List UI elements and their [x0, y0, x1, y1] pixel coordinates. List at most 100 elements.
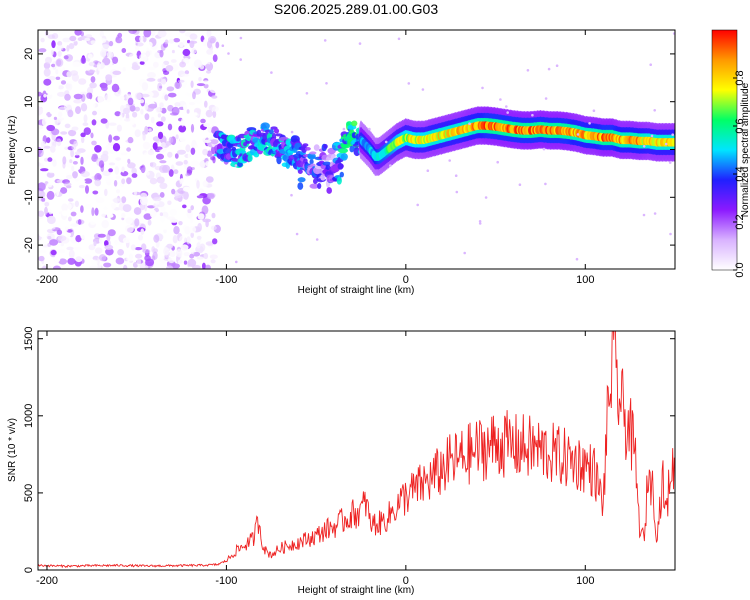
noise-blob	[555, 64, 559, 67]
noise-blob	[131, 64, 141, 71]
noise-blob	[62, 37, 71, 43]
noise-blob	[145, 258, 155, 267]
noise-blob	[113, 135, 120, 141]
noise-blob	[65, 83, 71, 89]
noise-blob	[468, 122, 471, 125]
noise-blob	[80, 171, 90, 178]
noise-blob	[55, 69, 59, 75]
noise-blob	[190, 205, 194, 211]
y-tick-label: 0	[23, 567, 35, 573]
noise-blob	[397, 37, 401, 41]
noise-blob	[186, 87, 193, 94]
y-tick-label: -20	[23, 237, 35, 253]
noise-blob	[88, 69, 96, 74]
noise-blob	[39, 250, 47, 253]
noise-blob	[68, 129, 77, 137]
noise-blob	[114, 242, 122, 246]
noise-blob	[38, 124, 44, 130]
noise-blob	[159, 192, 165, 198]
x-tick-label: -200	[36, 575, 58, 587]
x-tick-label: -200	[36, 274, 58, 286]
noise-blob	[117, 249, 124, 256]
noise-blob	[155, 200, 160, 205]
noise-blob	[193, 112, 198, 116]
noise-blob	[198, 77, 202, 82]
noise-blob	[114, 166, 120, 175]
noise-blob	[117, 32, 123, 38]
noise-blob	[152, 197, 162, 202]
noise-blob	[182, 48, 191, 57]
noise-blob	[653, 109, 656, 112]
noise-blob	[93, 174, 98, 181]
noise-blob	[526, 69, 530, 72]
noise-blob	[134, 106, 140, 112]
noise-blob	[212, 238, 218, 245]
noise-blob	[169, 218, 179, 223]
noise-blob	[290, 193, 293, 197]
ridge-blob	[336, 176, 342, 185]
noise-blob	[74, 30, 82, 36]
noise-blob	[176, 248, 183, 258]
noise-blob	[125, 217, 133, 225]
noise-blob	[159, 261, 168, 269]
noise-blob	[161, 107, 167, 114]
noise-blob	[147, 72, 156, 79]
noise-blob	[150, 162, 157, 168]
ridge-blob	[297, 177, 306, 183]
x-tick-label: 100	[576, 274, 594, 286]
noise-blob	[74, 154, 80, 159]
noise-blob	[171, 63, 179, 72]
ridge-blob	[338, 148, 348, 154]
noise-blob	[122, 237, 131, 244]
noise-blob	[148, 128, 152, 132]
noise-blob	[178, 221, 183, 226]
noise-blob	[143, 213, 152, 220]
noise-blob	[179, 136, 186, 143]
noise-blob	[187, 258, 197, 267]
noise-blob	[145, 50, 150, 57]
noise-blob	[103, 206, 108, 211]
noise-blob	[194, 96, 203, 105]
noise-blob	[156, 186, 162, 196]
noise-blob	[202, 148, 209, 156]
noise-blob	[421, 88, 425, 91]
noise-blob	[190, 80, 194, 88]
noise-blob	[463, 251, 467, 255]
noise-blob	[75, 256, 83, 263]
noise-blob	[156, 121, 164, 127]
noise-blob	[46, 190, 55, 200]
noise-blob	[159, 253, 163, 260]
noise-blob	[202, 139, 212, 143]
ridge-blob	[320, 174, 326, 181]
noise-blob	[150, 116, 155, 124]
noise-blob	[159, 164, 168, 174]
noise-blob	[207, 194, 215, 200]
noise-blob	[56, 44, 64, 51]
noise-blob	[159, 102, 164, 108]
noise-blob	[183, 191, 189, 200]
noise-blob	[80, 56, 87, 64]
ridge-blob	[297, 182, 304, 190]
noise-blob	[102, 170, 111, 177]
noise-blob	[669, 232, 672, 236]
noise-blob	[38, 162, 41, 167]
noise-blob	[68, 249, 75, 259]
noise-blob	[179, 30, 186, 34]
noise-blob	[88, 244, 96, 251]
ridge-blob	[317, 183, 322, 189]
spectrogram-x-label: Height of straight line (km)	[298, 285, 415, 296]
noise-blob	[110, 202, 117, 209]
noise-blob	[169, 250, 176, 258]
noise-blob	[55, 76, 61, 81]
noise-blob	[186, 210, 193, 219]
noise-blob	[38, 182, 46, 191]
noise-blob	[100, 118, 108, 124]
noise-blob	[177, 79, 185, 83]
noise-blob	[141, 82, 149, 91]
noise-blob	[653, 212, 657, 215]
noise-blob	[157, 82, 163, 92]
noise-blob	[44, 115, 49, 123]
noise-blob	[142, 141, 151, 150]
noise-blob	[144, 102, 149, 111]
ridge-blob	[326, 187, 333, 194]
